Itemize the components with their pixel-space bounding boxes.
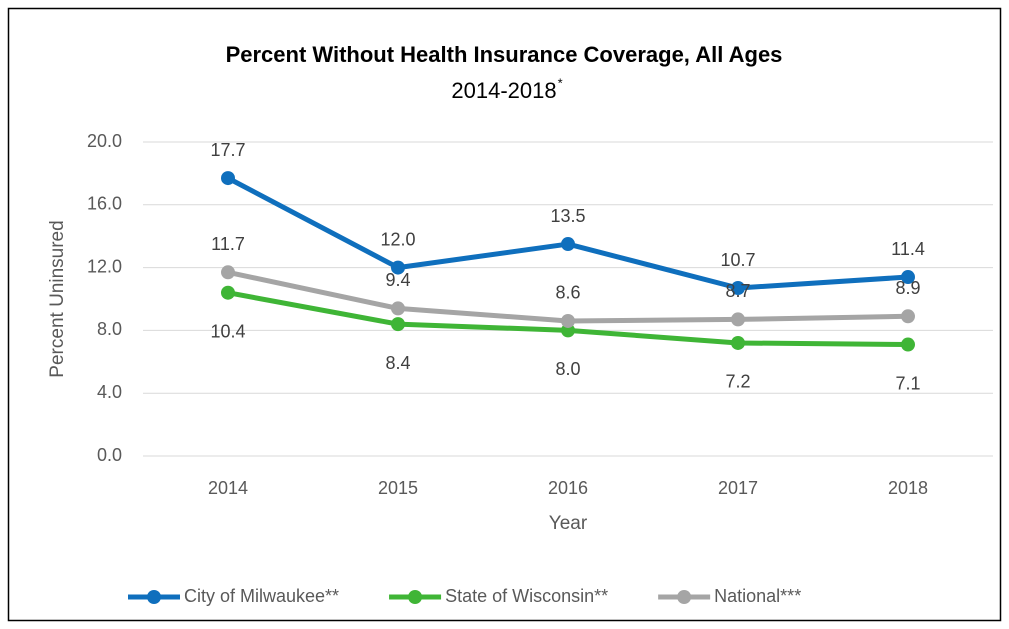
x-tick-label: 2014 — [208, 478, 248, 498]
data-point — [901, 337, 915, 352]
legend-marker — [147, 590, 161, 604]
data-label: 7.1 — [895, 373, 920, 393]
data-point — [221, 285, 235, 300]
legend-label: State of Wisconsin** — [445, 586, 608, 606]
data-label: 9.4 — [385, 270, 410, 290]
legend-marker — [408, 590, 423, 604]
data-point — [221, 265, 235, 280]
y-tick-label: 12.0 — [87, 256, 122, 276]
chart-subtitle: 2014-2018 — [451, 78, 556, 103]
data-label: 11.4 — [891, 239, 925, 259]
data-label: 7.2 — [725, 372, 750, 392]
y-tick-label: 16.0 — [87, 194, 122, 214]
legend-marker — [677, 590, 692, 604]
data-label: 11.7 — [211, 234, 245, 254]
data-label: 13.5 — [550, 206, 585, 226]
data-label: 17.7 — [210, 140, 245, 160]
x-tick-label: 2017 — [718, 478, 758, 498]
y-tick-label: 20.0 — [87, 131, 122, 151]
data-label: 10.7 — [720, 250, 755, 270]
data-label: 8.6 — [555, 283, 580, 303]
data-point — [731, 281, 745, 296]
x-axis-title: Year — [549, 513, 588, 534]
legend-label: National*** — [714, 586, 801, 606]
y-tick-label: 0.0 — [97, 445, 122, 465]
y-tick-label: 8.0 — [97, 319, 122, 339]
data-point — [901, 309, 915, 324]
data-point — [391, 317, 405, 332]
y-axis-title: Percent Uninsured — [47, 220, 68, 377]
data-point — [221, 171, 235, 186]
data-point — [731, 335, 745, 350]
data-label: 8.4 — [385, 353, 410, 373]
data-label: 10.4 — [210, 321, 245, 341]
data-point — [561, 313, 575, 328]
y-tick-label: 4.0 — [97, 382, 122, 402]
data-label: 12.0 — [380, 229, 415, 249]
x-tick-label: 2018 — [888, 478, 928, 498]
data-point — [391, 301, 405, 316]
subtitle-superscript: * — [558, 75, 563, 90]
data-point — [901, 270, 915, 285]
chart-title: Percent Without Health Insurance Coverag… — [226, 42, 783, 67]
legend-label: City of Milwaukee** — [184, 586, 339, 606]
data-label: 8.9 — [895, 278, 920, 298]
x-tick-label: 2015 — [378, 478, 418, 498]
data-point — [391, 260, 405, 275]
data-label: 8.0 — [555, 359, 580, 379]
data-point — [731, 312, 745, 327]
x-tick-label: 2016 — [548, 478, 588, 498]
data-label: 8.7 — [725, 281, 750, 301]
data-point — [561, 237, 575, 252]
